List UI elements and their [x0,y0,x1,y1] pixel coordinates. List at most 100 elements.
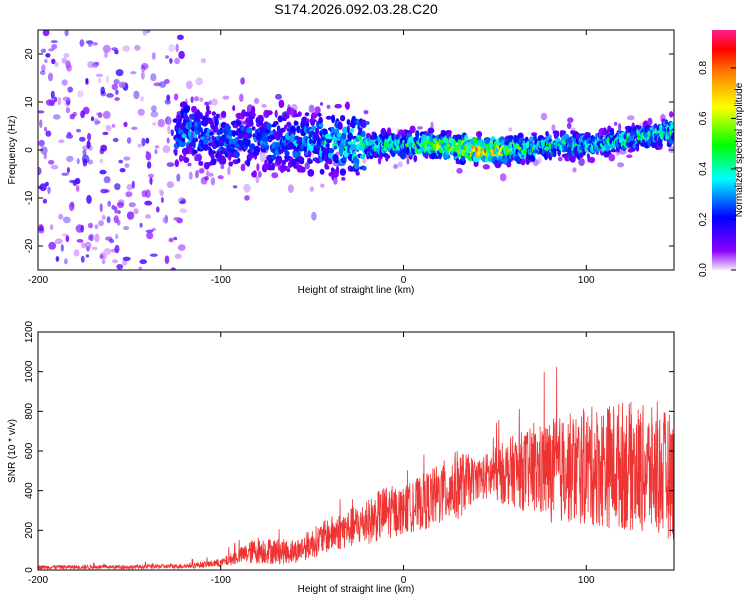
y-tick-label: -20 [24,238,35,253]
spectrogram-cell [94,233,100,243]
spectrogram-cell [345,101,350,110]
spectrogram-cell [81,242,86,249]
spectrogram-cell [281,159,287,165]
y-tick-label: -10 [24,190,35,205]
spectrogram-cell [482,164,490,170]
spectrogram-cell [101,214,106,220]
spectrogram-cell [145,214,152,219]
spectrogram-cell [251,126,256,131]
spectrogram-cell [480,141,485,147]
spectrogram-cell [114,97,120,101]
spectrogram-cell [66,167,70,174]
spectrogram-cell [101,259,106,265]
spectrogram-cell [208,100,212,105]
spectrogram-cell [175,43,179,53]
spectrogram-cell [393,164,398,169]
spectrogram-cell [126,183,133,191]
spectrogram-cell [326,104,331,109]
spectrogram-cell [47,72,54,82]
spectrogram-cell [126,211,135,220]
spectrogram-cell [320,102,323,106]
spectrogram-cell [287,142,295,150]
spectrogram-cell [484,138,491,145]
spectrogram-cell [440,130,446,134]
spectrogram-cell [572,167,577,173]
colorbar-label: Normalized spectral amplitude [734,82,745,217]
spectrogram-cell [198,168,205,174]
spectrogram-cell [188,171,193,180]
spectrogram-cell [147,173,155,178]
y-tick-label: 20 [24,48,35,60]
spectrogram-cell [111,47,118,51]
spectrogram-cell [75,128,82,133]
spectrogram-cell [38,110,45,114]
spectrogram-cell [342,126,349,134]
spectrogram-cell [647,117,653,126]
spectrogram-cell [204,176,209,181]
spectrogram-cell [335,165,340,174]
x-tick-label: 100 [578,575,595,586]
spectrogram-cell [333,145,337,150]
spectrogram-cell [296,161,300,167]
spectrogram-cell [333,176,338,185]
spectrogram-cell [56,237,61,244]
spectrogram-cell [499,173,507,182]
spectrogram-cell [119,168,126,173]
spectrogram-cell [99,158,104,164]
spectrogram-cell [299,157,305,162]
snr-xlabel: Height of straight line (km) [298,584,415,595]
y-tick-label: 10 [24,96,35,108]
spectrogram-cell [192,149,198,154]
spectrogram-cell [106,216,111,224]
spectrogram-cell [520,158,526,166]
spectrogram-cell [278,131,283,137]
spectrogram-cell [116,264,124,270]
spectrogram-cell [65,235,70,243]
spectrogram-cell [89,233,94,242]
figure-title: S174.2026.092.03.28.C20 [274,1,438,17]
spectrogram-cell [126,137,132,144]
spectrogram-cell [94,118,99,126]
spectrogram-cell [264,144,270,151]
spectrogram-cell [61,79,68,86]
spectrogram-cell [91,246,98,251]
spectrogram-cell [540,112,548,121]
spectrogram-cell [318,116,323,125]
spectrogram-cell [552,130,560,135]
spectrogram-cell [305,121,310,128]
spectrogram-cell [361,130,366,138]
spectrogram-cell [176,173,181,182]
spectrogram-cell [258,170,262,178]
spectrogram-cell [95,112,102,116]
spectrogram-cell [228,161,233,167]
spectrogram-cell [219,156,227,165]
spectrogram-cell [44,126,47,132]
spectrogram-cell [355,171,360,176]
spectrogram-cell [362,157,367,164]
spectrogram-cell [103,248,112,255]
spectrogram-cell [117,210,121,215]
spectrogram-cell [665,119,668,125]
spectrogram-cell [115,89,119,95]
colorbar-tick-label: 0.8 [698,61,709,75]
spectrogram-cell [286,168,291,173]
spectrogram-cell [88,145,93,151]
spectrogram-cell [75,185,80,192]
spectrogram-cell [166,116,172,126]
spectrogram-cell [58,139,65,144]
spectrogram-cell [317,112,322,117]
spectrogram-cell [109,238,115,244]
spectrogram-cell [165,55,170,59]
spectrogram-cell [309,186,314,192]
spectrogram-cell [297,111,302,117]
spectrogram-cell [669,111,674,118]
spectrogram-cell [113,215,120,224]
spectrogram-cell [48,48,55,52]
spectrogram-cell [145,189,151,199]
snr-ylabel: SNR (10 * v/v) [7,419,18,483]
spectrogram-cell [173,93,179,101]
spectrogram-cell [134,44,141,51]
spectrogram-cell [399,151,407,160]
spectrogram-cell [304,162,310,170]
